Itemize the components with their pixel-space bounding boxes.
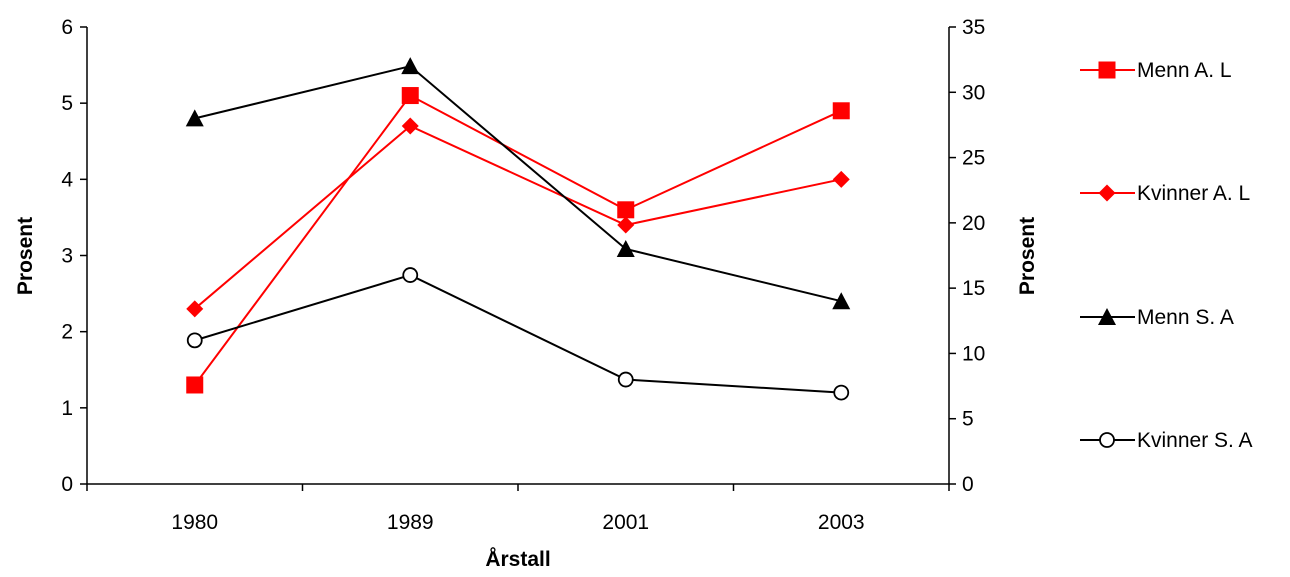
legend-label: Menn A. L xyxy=(1137,59,1232,82)
axes: 0 1 2 3 4 5 6 0 5 10 15 20 25 30 35 1980 1989 2001 2003 xyxy=(61,16,985,534)
data-point xyxy=(186,376,204,394)
data-point xyxy=(186,332,203,349)
legend: Menn A. L Kvinner A. L Menn S. A Kvinner S.… xyxy=(1080,59,1253,452)
legend-marker xyxy=(1099,432,1115,448)
data-point xyxy=(401,117,419,135)
legend-marker xyxy=(1098,61,1116,79)
x-tick-label: 1989 xyxy=(387,511,434,534)
x-tick-label: 2001 xyxy=(602,511,649,534)
legend-label: Menn S. A xyxy=(1137,306,1234,329)
data-point xyxy=(617,371,634,388)
y-tick-label-right: 35 xyxy=(962,16,985,39)
x-tick-label: 1980 xyxy=(171,511,218,534)
data-point xyxy=(832,102,850,120)
data-point xyxy=(617,216,635,234)
y-tick-label-right: 30 xyxy=(962,81,985,104)
y-tick-label-left: 3 xyxy=(61,245,73,268)
legend-marker xyxy=(1098,308,1116,325)
y-tick-label-left: 0 xyxy=(61,473,73,496)
data-point xyxy=(186,300,204,318)
legend-label: Kvinner S. A xyxy=(1137,429,1253,452)
data-point xyxy=(617,201,635,219)
y-tick-label-right: 15 xyxy=(962,277,985,300)
data-point xyxy=(401,87,419,105)
data-point xyxy=(832,292,851,310)
y-tick-label-right: 0 xyxy=(962,473,974,496)
y-tick-label-right: 20 xyxy=(962,212,985,235)
y-axis-title-right: Prosent xyxy=(1016,217,1039,295)
series-line xyxy=(193,94,842,386)
plot-area xyxy=(185,57,851,401)
y-tick-label-left: 2 xyxy=(61,321,73,344)
legend-marker xyxy=(1098,184,1116,202)
y-axis-title-left: Prosent xyxy=(14,217,37,295)
data-point xyxy=(833,384,850,401)
series-line xyxy=(194,124,842,310)
y-tick-label-left: 6 xyxy=(61,16,73,39)
data-point xyxy=(185,109,204,127)
data-point xyxy=(832,170,850,188)
data-point xyxy=(402,267,419,283)
data-point xyxy=(401,57,420,75)
data-point xyxy=(616,239,635,257)
series-line xyxy=(194,274,842,394)
x-tick-label: 2003 xyxy=(818,511,865,534)
y-tick-label-left: 4 xyxy=(61,168,73,191)
legend-label: Kvinner A. L xyxy=(1137,182,1250,205)
series-line xyxy=(194,65,842,303)
y-tick-label-left: 1 xyxy=(61,397,73,420)
y-tick-label-right: 10 xyxy=(962,342,985,365)
y-tick-label-left: 5 xyxy=(61,92,73,115)
y-tick-label-right: 5 xyxy=(962,408,974,431)
y-tick-label-right: 25 xyxy=(962,147,985,170)
x-axis-title: Årstall xyxy=(485,547,550,571)
